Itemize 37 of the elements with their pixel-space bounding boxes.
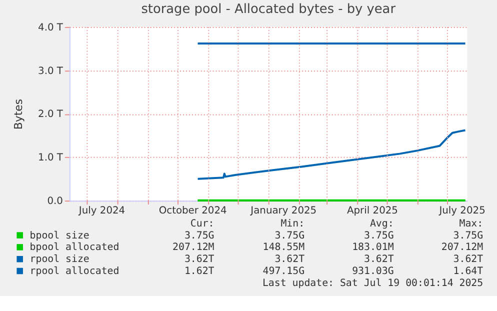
y-tick-label: 4.0 T <box>38 22 64 34</box>
text: 207.12M <box>441 242 484 254</box>
text: 3.62T <box>184 254 214 266</box>
text: 931.03G <box>352 266 394 277</box>
y-tick-label: 1.0 T <box>38 152 64 164</box>
text: 3.75G <box>274 230 305 242</box>
text: 207.12M <box>172 242 214 254</box>
text: 497.15G <box>262 266 305 277</box>
text: 148.55M <box>262 242 305 254</box>
legend-label: rpool size <box>30 254 90 266</box>
text: 3.62T <box>364 254 394 266</box>
text: Last update: Sat Jul 19 00:01:14 2025 <box>262 278 484 289</box>
x-tick-label: April 2025 <box>346 205 398 216</box>
legend-label: bpool size <box>30 230 90 242</box>
x-tick-label: July 2024 <box>78 205 126 216</box>
legend-label: bpool allocated <box>30 242 120 254</box>
y-tick-label: 3.0 T <box>38 66 64 77</box>
legend-label: rpool allocated <box>30 266 120 277</box>
y-tick-label: 2.0 T <box>38 109 64 120</box>
text: 3.62T <box>453 254 484 266</box>
x-tick-label: July 2025 <box>438 205 486 216</box>
text: 3.75G <box>184 230 214 242</box>
text: Min: <box>280 218 305 230</box>
chart-title: storage pool - Allocated bytes - by year <box>141 2 396 18</box>
text: 1.64T <box>453 266 484 277</box>
text: Max: <box>459 218 484 230</box>
y-axis-title: Bytes <box>12 98 26 130</box>
text: 1.62T <box>184 266 214 277</box>
text: Cur: <box>190 218 214 230</box>
text: 3.75G <box>364 230 394 242</box>
y-tick-label: 0.0 <box>47 196 63 208</box>
text: 3.75G <box>453 230 484 242</box>
text: Avg: <box>370 218 394 230</box>
x-tick-label: January 2025 <box>250 205 317 216</box>
text: 183.01M <box>352 242 394 254</box>
x-tick-label: October 2024 <box>158 205 227 216</box>
text: 3.62T <box>274 254 305 266</box>
